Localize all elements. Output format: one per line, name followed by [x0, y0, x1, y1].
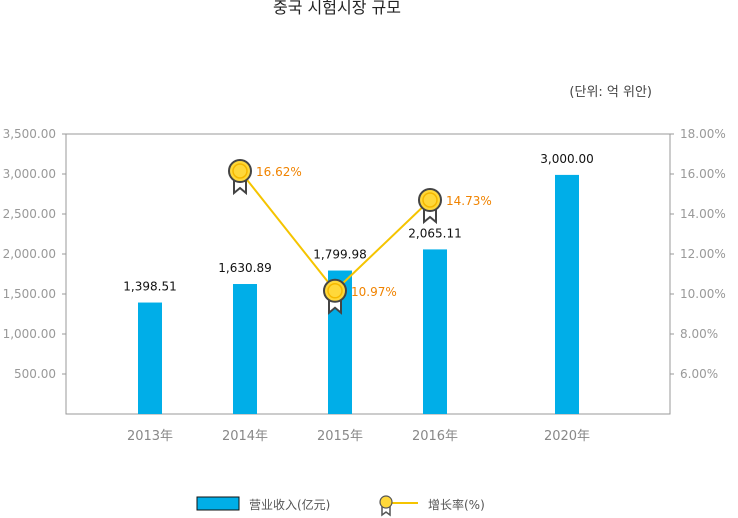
x-tick-label: 2020年 — [544, 429, 590, 444]
bar — [423, 249, 447, 414]
medal-icon — [228, 159, 252, 183]
x-tick-label: 2016年 — [412, 429, 458, 444]
medal-icon — [323, 278, 347, 303]
y-left-tick-label: 3,500.00 — [3, 127, 56, 141]
y-right-tick-label: 6.00% — [680, 367, 718, 381]
y-left-tick-label: 2,000.00 — [3, 247, 56, 261]
medal-inner — [327, 283, 343, 299]
y-right-tick-label: 18.00% — [680, 127, 726, 141]
bar-value-label: 2,065.11 — [408, 226, 461, 240]
bar — [233, 284, 257, 414]
unit-note: (단위: 억 위안) — [569, 85, 652, 100]
medal-inner — [422, 192, 438, 208]
y-left-tick-label: 2,500.00 — [3, 207, 56, 221]
growth-value-label: 14.73% — [446, 194, 492, 208]
growth-value-label: 16.62% — [256, 165, 302, 179]
plot-frame — [65, 133, 671, 415]
bar — [555, 174, 579, 414]
legend-medal-icon — [379, 495, 393, 517]
bar-value-label: 1,799.98 — [313, 248, 366, 262]
y-right-tick-label: 10.00% — [680, 287, 726, 301]
y-right-tick-label: 14.00% — [680, 207, 726, 221]
medal-icon — [418, 188, 442, 212]
x-tick-label: 2013年 — [127, 429, 173, 444]
legend-bar-swatch — [196, 496, 240, 511]
y-left-tick-label: 3,000.00 — [3, 167, 56, 181]
y-left-tick-label: 500.00 — [14, 367, 56, 381]
y-left-tick-label: 1,000.00 — [3, 327, 56, 341]
x-tick-label: 2014年 — [222, 429, 268, 444]
y-left-tick-label: 1,500.00 — [3, 287, 56, 301]
bar-value-label: 3,000.00 — [540, 152, 593, 166]
bar-value-label: 1,630.89 — [218, 261, 271, 275]
x-tick-label: 2015年 — [317, 429, 363, 444]
growth-value-label: 10.97% — [351, 285, 397, 299]
bar-value-label: 1,398.51 — [123, 280, 176, 294]
y-right-tick-label: 8.00% — [680, 327, 718, 341]
legend-line-label: 增长率(%) — [428, 497, 485, 512]
y-right-tick-label: 12.00% — [680, 247, 726, 261]
bar — [138, 302, 162, 414]
chart-title: 중국 시험시장 규모 — [273, 0, 401, 17]
medal-inner — [232, 163, 248, 179]
legend-bar-label: 营业收入(亿元) — [249, 497, 330, 512]
y-right-tick-label: 16.00% — [680, 167, 726, 181]
